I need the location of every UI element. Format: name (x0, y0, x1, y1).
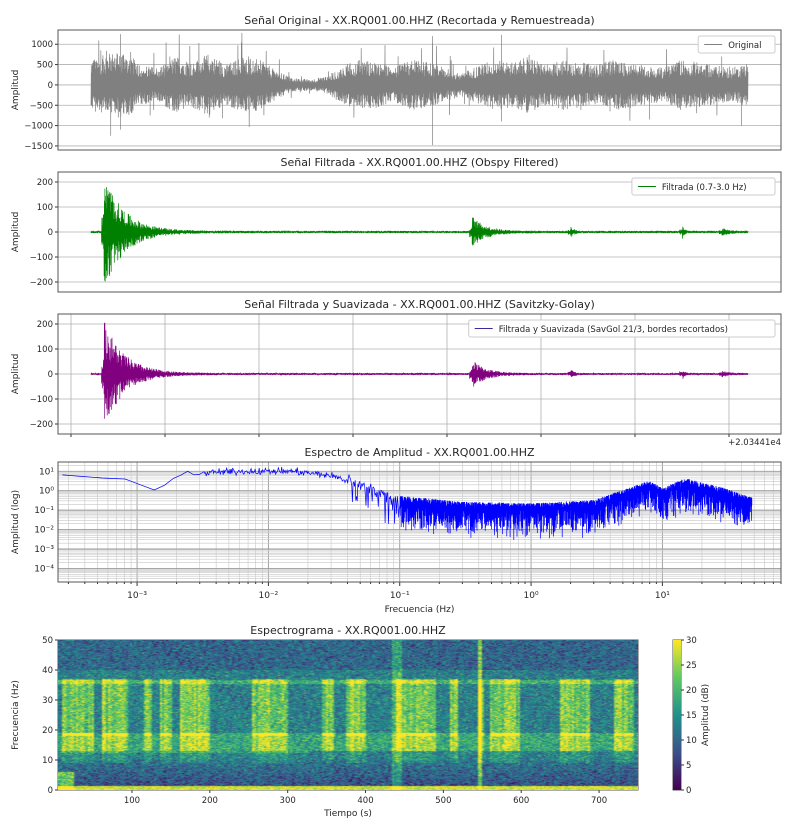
legend: Filtrada y Suavizada (SavGol 21/3, borde… (468, 319, 776, 338)
chart-title: Señal Filtrada y Suavizada - XX.RQ001.00… (244, 298, 595, 311)
x-axis-label: Frecuencia (Hz) (385, 605, 455, 615)
y-tick-label: 10⁻³ (34, 545, 54, 555)
chart-title: Señal Filtrada - XX.RQ001.00.HHZ (Obspy … (280, 156, 558, 169)
y-tick-label: 500 (37, 61, 53, 71)
y-tick-label: 0 (48, 81, 53, 91)
x-tick-label: 10⁰ (524, 591, 539, 601)
x-tick-label: 700 (591, 796, 607, 806)
colorbar-tick-label: 5 (686, 761, 691, 771)
x-tick-label: 100 (124, 796, 140, 806)
y-axis-label: Amplitud (11, 354, 21, 395)
chart-title: Espectrograma - XX.RQ001.00.HHZ (250, 624, 446, 637)
x-tick-label: 10⁻³ (127, 591, 147, 601)
legend: Filtrada (0.7-3.0 Hz) (631, 177, 776, 196)
legend-label: Filtrada y Suavizada (SavGol 21/3, borde… (499, 325, 728, 335)
y-tick-label: −1000 (24, 122, 53, 132)
axes-frame (57, 461, 782, 583)
y-axis-label: Amplitud (11, 70, 21, 111)
y-tick-label: 10 (42, 756, 53, 766)
x-tick-label: 300 (280, 796, 296, 806)
x-tick-label: 10⁻² (258, 591, 278, 601)
y-tick-label: 10¹ (39, 467, 54, 477)
y-tick-label: 10⁻² (34, 526, 54, 536)
y-tick-label: 30 (42, 696, 53, 706)
y-tick-label: −1500 (24, 142, 53, 152)
x-tick-label: 400 (357, 796, 373, 806)
colorbar-tick-label: 25 (686, 661, 697, 671)
y-tick-label: 50 (42, 636, 53, 646)
colorbar-tick-label: 0 (686, 786, 691, 796)
y-tick-label: −100 (30, 253, 53, 263)
y-tick-label: 100 (37, 203, 53, 213)
x-tick-label: 500 (435, 796, 451, 806)
y-tick-label: 0 (48, 228, 53, 238)
panel-3: Señal Filtrada y Suavizada - XX.RQ001.00… (11, 298, 782, 448)
axes-frame (57, 29, 782, 151)
axes-frame (57, 313, 782, 435)
spectrogram-heatmap (58, 640, 638, 790)
y-tick-label: 200 (37, 320, 53, 330)
colorbar-tick-label: 10 (686, 736, 697, 746)
x-tick-label: 10⁻¹ (390, 591, 410, 601)
offset-label: +2.03441e4 (728, 438, 781, 448)
y-tick-label: 1000 (31, 40, 53, 50)
y-tick-label: 10⁰ (39, 487, 54, 497)
axes-frame (57, 171, 782, 293)
x-tick-label: 10¹ (655, 591, 670, 601)
legend-box (697, 35, 776, 54)
legend: Original (697, 35, 776, 54)
chart-title: Señal Original - XX.RQ001.00.HHZ (Recort… (244, 14, 594, 27)
y-axis-label: Frecuencia (Hz) (11, 680, 21, 750)
panel-1: Señal Original - XX.RQ001.00.HHZ (Recort… (11, 14, 782, 152)
colorbar-tick-label: 30 (686, 636, 697, 646)
colorbar-tick-label: 20 (686, 686, 697, 696)
signal-line (90, 186, 749, 282)
colorbar-tick-label: 15 (686, 711, 697, 721)
x-tick-label: 200 (202, 796, 218, 806)
y-tick-label: 10⁻⁴ (34, 564, 54, 574)
y-tick-label: 0 (48, 370, 53, 380)
chart-title: Espectro de Amplitud - XX.RQ001.00.HHZ (304, 446, 535, 459)
y-tick-label: −500 (30, 101, 53, 111)
y-axis-label: Amplitud (11, 212, 21, 253)
y-tick-label: 40 (42, 666, 53, 676)
y-tick-label: 10⁻¹ (34, 506, 54, 516)
colorbar-label: Amplitud (dB) (701, 684, 711, 746)
y-tick-label: 200 (37, 178, 53, 188)
y-tick-label: −100 (30, 395, 53, 405)
legend-box (468, 319, 776, 338)
legend-box (631, 177, 776, 196)
spectrum-line (62, 466, 753, 540)
colorbar (673, 640, 681, 790)
signal-line (90, 322, 749, 419)
x-axis-label: Tiempo (s) (323, 809, 372, 819)
y-tick-label: 100 (37, 345, 53, 355)
panel-2: Señal Filtrada - XX.RQ001.00.HHZ (Obspy … (11, 156, 782, 293)
y-tick-label: 20 (42, 726, 53, 736)
y-tick-label: 0 (48, 786, 53, 796)
panel-spectrum: Espectro de Amplitud - XX.RQ001.00.HHZ Am… (11, 446, 782, 615)
y-axis-label: Amplitud (log) (11, 490, 21, 554)
legend-label: Original (728, 41, 761, 51)
x-tick-label: 600 (513, 796, 529, 806)
y-tick-label: −200 (30, 420, 53, 430)
y-tick-label: −200 (30, 278, 53, 288)
signal-line (90, 32, 749, 146)
legend-label: Filtrada (0.7-3.0 Hz) (662, 183, 747, 193)
